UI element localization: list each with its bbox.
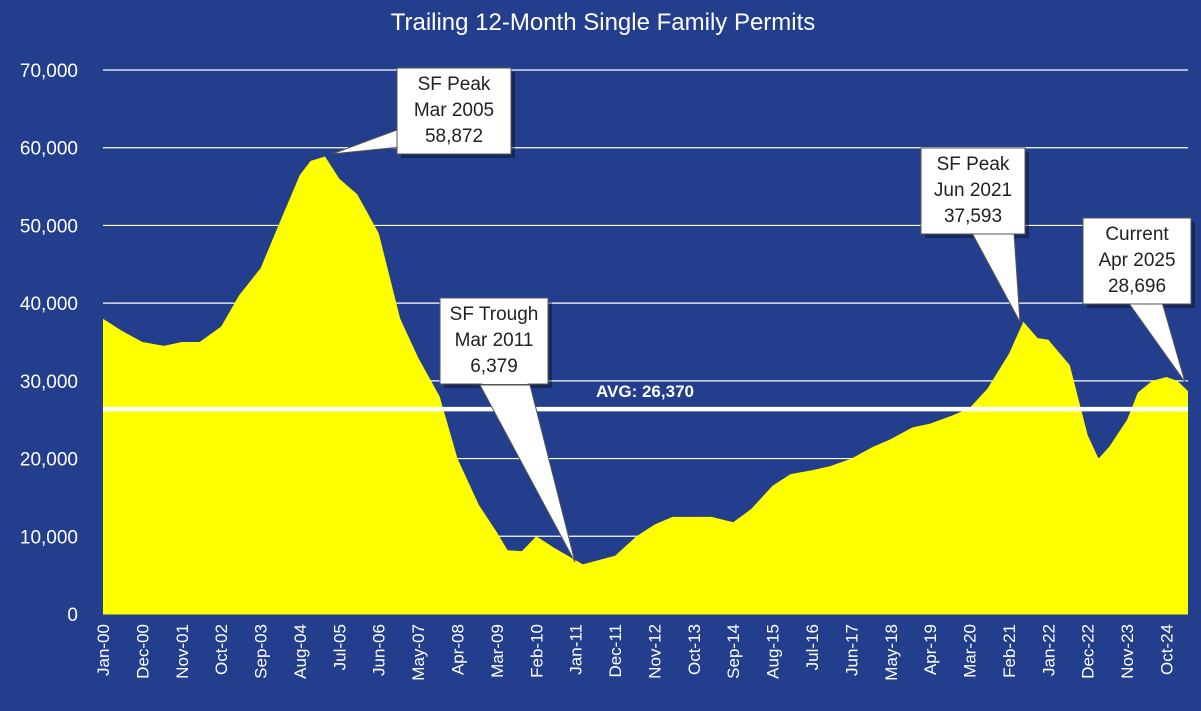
callout-joint <box>1129 296 1161 301</box>
x-tick-label: Aug-04 <box>291 624 310 679</box>
callout-text: Apr 2025 <box>1098 250 1175 271</box>
callout: Current Apr 2025 28,696 <box>1082 217 1195 383</box>
x-tick-label: Mar-20 <box>961 624 980 678</box>
callout-text: Mar 2011 <box>455 330 534 351</box>
y-tick-label: 70,000 <box>20 61 78 82</box>
callout-text: 37,593 <box>944 206 1002 227</box>
y-tick-label: 50,000 <box>20 216 78 237</box>
area-layer <box>103 156 1188 615</box>
x-tick-label: Apr-19 <box>921 624 940 675</box>
callout: SF Peak Mar 2005 58,872 <box>331 67 515 158</box>
callout-text: SF Trough <box>450 304 539 325</box>
y-tick-label: 60,000 <box>20 139 78 160</box>
x-tick-label: May-07 <box>409 624 428 681</box>
x-axis-ticks: Jan-00 Dec-00 Nov-01 Oct-02 Sep-03 Aug-04 Jul-… <box>94 624 1177 681</box>
x-tick-label: Jul-16 <box>803 624 822 670</box>
y-axis-ticks: 0 10,000 20,000 30,000 40,000 50,000 60,000 70,… <box>20 61 78 626</box>
callout-box <box>439 297 549 385</box>
area-series <box>103 156 1188 614</box>
callout-pointer <box>971 232 1021 323</box>
x-tick-label: Feb-10 <box>527 624 546 678</box>
x-tick-label: Jan-11 <box>567 624 586 675</box>
callout-text: Current <box>1105 224 1169 245</box>
x-tick-label: Oct-02 <box>212 624 231 675</box>
callout-text: Mar 2005 <box>414 100 494 121</box>
callout-box <box>1082 217 1192 305</box>
x-tick-label: Jul-05 <box>330 624 349 670</box>
callout-pointer <box>1127 301 1186 383</box>
callout-text: 6,379 <box>470 356 518 377</box>
x-tick-label: Oct-24 <box>1158 624 1177 675</box>
x-tick-label: Jun-17 <box>842 624 861 676</box>
x-tick-label: Sep-14 <box>724 624 743 679</box>
y-tick-label: 40,000 <box>20 294 78 315</box>
callout-text: Jun 2021 <box>934 180 1012 201</box>
x-tick-label: Jan-00 <box>94 624 113 676</box>
y-tick-label: 0 <box>67 605 78 626</box>
callout-text: SF Peak <box>937 154 1010 175</box>
x-tick-label: Oct-13 <box>685 624 704 675</box>
x-tick-label: Jun-06 <box>370 624 389 676</box>
x-tick-label: Dec-00 <box>133 624 152 679</box>
x-tick-label: May-18 <box>882 624 901 681</box>
callout-joint <box>425 114 469 139</box>
x-tick-label: Nov-01 <box>173 624 192 679</box>
average-label: AVG: 26,370 <box>596 382 694 401</box>
callout: SF Trough Mar 2011 6,379 <box>439 297 576 563</box>
callout-text: SF Peak <box>418 74 491 95</box>
y-tick-label: 30,000 <box>20 372 78 393</box>
annotations: SF Peak Mar 2005 58,872 SF Trough Mar 2011 6,… <box>331 67 1195 563</box>
callout-text: 28,696 <box>1108 276 1166 297</box>
x-tick-label: Sep-03 <box>252 624 271 679</box>
x-tick-label: Nov-23 <box>1118 624 1137 679</box>
callout-pointer <box>479 384 576 563</box>
y-tick-label: 10,000 <box>20 527 78 548</box>
y-tick-label: 20,000 <box>20 450 78 471</box>
callout-joint <box>973 227 1013 232</box>
average-layer: AVG: 26,370 <box>103 382 1188 412</box>
callout-box <box>396 67 512 155</box>
x-tick-label: Mar-09 <box>488 624 507 678</box>
x-tick-label: Aug-15 <box>764 624 783 679</box>
x-tick-label: Feb-21 <box>1000 624 1019 678</box>
callout-joint <box>481 379 529 384</box>
x-tick-label: Dec-11 <box>606 624 625 678</box>
callout-box <box>920 147 1026 235</box>
x-tick-label: Apr-08 <box>449 624 468 675</box>
callout-text: 58,872 <box>425 126 483 147</box>
callout: SF Peak Jun 2021 37,593 <box>920 147 1029 323</box>
x-tick-label: Jan-22 <box>1039 624 1058 676</box>
x-tick-label: Nov-12 <box>646 624 665 679</box>
x-tick-label: Dec-22 <box>1079 624 1098 679</box>
chart-title: Trailing 12-Month Single Family Permits <box>391 9 816 36</box>
